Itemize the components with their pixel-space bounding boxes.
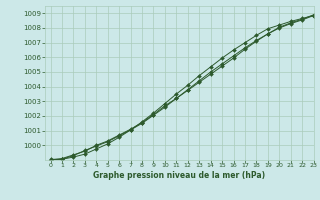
X-axis label: Graphe pression niveau de la mer (hPa): Graphe pression niveau de la mer (hPa) [93,171,265,180]
